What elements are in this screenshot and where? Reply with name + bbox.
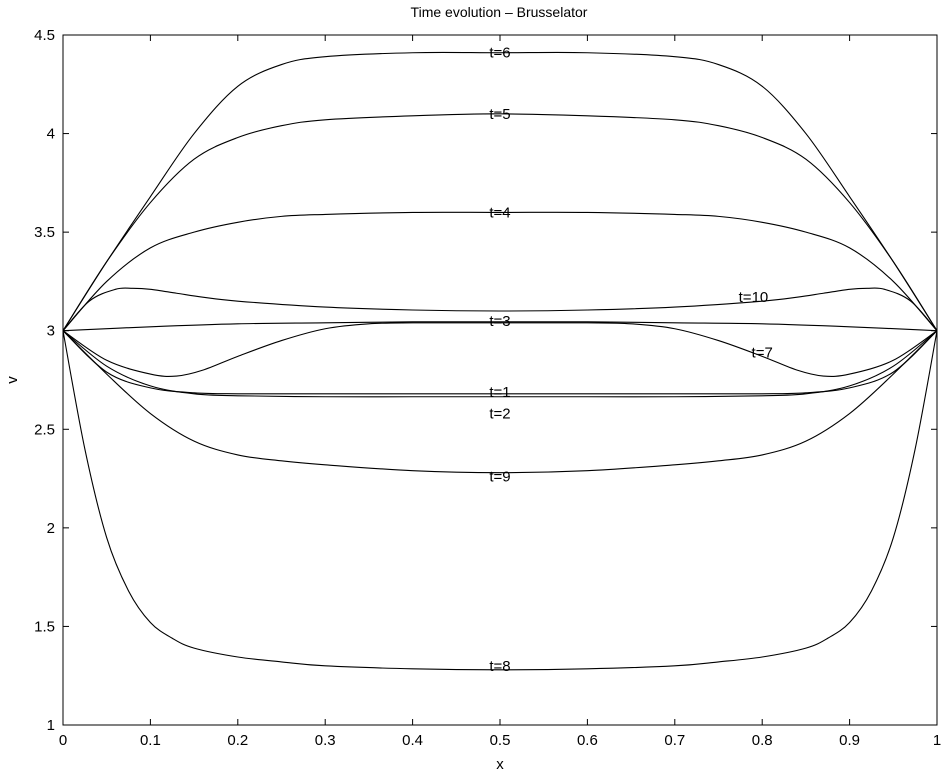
x-tick-label: 0.2 [227,732,248,749]
curve-label-t-10: t=10 [739,289,769,306]
x-tick-label: 0.1 [140,732,161,749]
x-tick-labels: 0 0.1 0.2 0.3 0.4 0.5 0.6 0.7 0.8 0.9 1 [59,732,941,749]
curve-label-t-1: t=1 [489,384,510,401]
curve-label-t-7: t=7 [752,344,773,361]
curve-label-t-9: t=9 [489,469,510,486]
curve-label-t-6: t=6 [489,45,510,62]
plot-area: t=1 t=2 t=3 t=4 t=5 t=6 t=7 t=8 t=9 t=10 [62,34,938,726]
curve-label-t-3: t=3 [489,313,510,330]
y-tick-label: 4.5 [34,27,55,44]
curve-labels-group: t=1 t=2 t=3 t=4 t=5 t=6 t=7 t=8 t=9 t=10 [489,45,772,675]
axis-ticks [62,34,938,726]
curve-t-3 [62,321,938,332]
curve-t-10 [62,287,938,332]
x-tick-label: 0.7 [664,732,685,749]
curve-t-6 [62,51,938,332]
curve-label-t-8: t=8 [489,658,510,675]
x-axis-label: x [496,756,504,773]
y-tick-label: 2 [47,520,55,537]
x-tick-label: 0.3 [315,732,336,749]
y-tick-label: 1.5 [34,618,55,635]
curve-t-4 [62,211,938,332]
x-tick-label: 0.5 [490,732,511,749]
x-tick-label: 0.8 [752,732,773,749]
y-tick-labels: 1 1.5 2 2.5 3 3.5 4 4.5 [34,27,55,734]
chart-title: Time evolution – Brusselator [411,4,588,20]
curve-label-t-5: t=5 [489,106,510,123]
x-tick-label: 0.6 [577,732,598,749]
y-tick-label: 3 [47,323,55,340]
x-tick-label: 0.4 [402,732,423,749]
axes-box [62,34,938,726]
y-tick-label: 2.5 [34,421,55,438]
curve-t-5 [62,113,938,332]
x-tick-label: 0.9 [839,732,860,749]
curve-t-7 [62,322,938,377]
curve-t-8 [62,330,938,671]
curve-label-t-4: t=4 [489,204,510,221]
y-tick-label: 3.5 [34,224,55,241]
curves-group [62,51,938,671]
y-axis-label: v [4,376,21,384]
y-tick-label: 1 [47,717,55,734]
x-tick-label: 1 [933,732,941,749]
y-tick-label: 4 [47,126,55,143]
curve-t-9 [62,330,938,474]
curve-t-2 [62,330,938,398]
x-tick-label: 0 [59,732,67,749]
curve-label-t-2: t=2 [489,406,510,423]
